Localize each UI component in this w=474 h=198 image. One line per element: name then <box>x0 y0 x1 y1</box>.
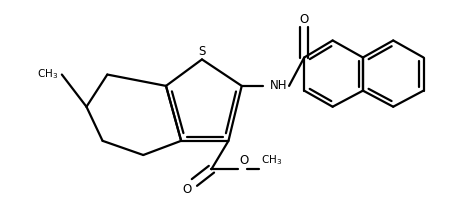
Text: CH$_3$: CH$_3$ <box>261 153 282 167</box>
Text: CH$_3$: CH$_3$ <box>37 68 58 81</box>
Text: O: O <box>300 13 309 26</box>
Text: NH: NH <box>270 79 288 92</box>
Text: O: O <box>239 154 248 167</box>
Text: O: O <box>182 183 191 196</box>
Text: S: S <box>198 45 206 57</box>
